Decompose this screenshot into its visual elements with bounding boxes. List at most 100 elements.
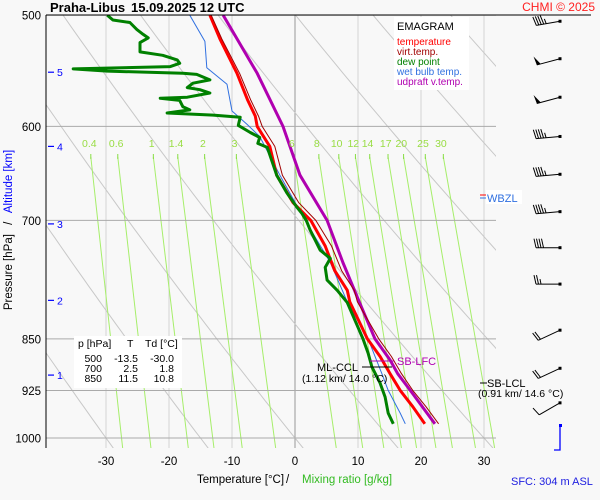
- dry-adiabat: [46, 103, 304, 448]
- pressure-tick-label: 850: [22, 334, 41, 346]
- wind-barb: [532, 366, 562, 379]
- pressure-tick-label: 1000: [15, 434, 41, 446]
- mixing-ratio-line: [354, 156, 402, 448]
- mixing-ratio-lines: [90, 154, 496, 448]
- mixing-ratio-label: 0.6: [109, 138, 124, 150]
- info-table: p [hPa] T Td [°C] 500 -13.5 -30.0 700 2.5 1.8 850…: [78, 338, 178, 385]
- mixing-ratio-label: 10: [331, 138, 343, 150]
- x-tick-label: 0: [292, 456, 298, 468]
- mixing-ratio-line: [90, 156, 124, 448]
- x-tick-label: -10: [224, 456, 241, 468]
- wind-barb: [532, 401, 562, 416]
- barb-staff: [536, 173, 561, 177]
- info-table-cell: 10.8: [154, 373, 175, 385]
- mixing-ratio-label: 6: [289, 138, 295, 150]
- barb-full: [537, 129, 542, 139]
- mixing-ratio-line: [338, 156, 385, 448]
- series-line-virt-temp: [210, 15, 440, 425]
- barb-full: [534, 331, 541, 340]
- info-table-cell: -30.0: [150, 353, 174, 365]
- barb-full: [538, 238, 542, 248]
- wbzl-label: WBZL: [487, 193, 518, 205]
- barb-staff: [538, 367, 561, 379]
- info-table-cell: 2.5: [123, 363, 138, 375]
- dry-adiabat: [62, 15, 399, 448]
- barb-full: [532, 204, 537, 214]
- info-table-header: T: [127, 338, 134, 350]
- pressure-label: Pressure [hPa]: [3, 234, 15, 310]
- info-table-header: p [hPa]: [78, 338, 111, 350]
- barb-staff: [536, 58, 561, 66]
- barb-station-dot: [558, 282, 562, 286]
- pressure-tick-label: 600: [22, 122, 41, 134]
- wind-barb: [532, 328, 562, 341]
- barb-full: [540, 204, 545, 214]
- sb-lcl-label: SB-LCL: [487, 378, 526, 390]
- legend-item: udpraft v.temp.: [397, 77, 463, 88]
- barb-staff: [536, 135, 561, 140]
- barb-full: [537, 15, 542, 25]
- dry-adiabat: [217, 15, 496, 350]
- barb-station-dot: [558, 246, 562, 250]
- info-table-cell: 700: [84, 363, 102, 375]
- mixing-ratio-line: [387, 156, 437, 448]
- barb-station-dot: [558, 172, 562, 176]
- info-table-cell: 1.8: [159, 363, 174, 375]
- barb-full: [537, 166, 542, 177]
- barb-full: [535, 167, 540, 177]
- altitude-label: Altitude [km]: [3, 150, 15, 213]
- barb-staff: [536, 211, 561, 215]
- station-title: Praha-Libus: [50, 0, 125, 15]
- surface-altitude: SFC: 304 m ASL: [511, 476, 593, 488]
- mixing-ratio-label: 0.4: [82, 138, 97, 150]
- wind-barb: [533, 274, 562, 286]
- barb-half: [543, 18, 547, 24]
- info-table-header: Td [°C]: [145, 338, 178, 350]
- mixing-ratio-label: 14: [362, 138, 374, 150]
- barb-staff: [538, 329, 561, 341]
- series-line-dew-point: [71, 15, 395, 425]
- barb-full: [532, 167, 537, 177]
- mixing-ratio-line: [177, 156, 215, 448]
- legend-box: [394, 17, 469, 90]
- wind-barb: [533, 95, 562, 104]
- dry-adiabat: [46, 351, 114, 448]
- barb-full: [537, 204, 542, 214]
- barb-full: [532, 370, 539, 379]
- mixing-ratio-label: 1.4: [169, 138, 184, 150]
- barb-full: [541, 238, 544, 248]
- mixing-ratio-label: 20: [395, 138, 407, 150]
- wind-barb: [532, 128, 562, 140]
- y-axis-label: Pressure [hPa] / Altitude [km]: [3, 150, 15, 310]
- barb-staff: [538, 402, 561, 416]
- x-tick-label: -30: [98, 456, 115, 468]
- mixing-ratio-line: [318, 156, 364, 448]
- barb-full: [540, 166, 545, 176]
- profile-series: [71, 15, 440, 425]
- pressure-tick-label: 700: [22, 216, 41, 228]
- barb-station-dot: [558, 134, 562, 138]
- sb-lfc-label: SB-LFC: [397, 356, 436, 368]
- series-line-wet-bulb-temp: [189, 15, 406, 425]
- ml-ccl-detail: (1.12 km/ 14.0 °C): [302, 373, 387, 385]
- x-label-temperature: Temperature [°C]: [197, 474, 284, 486]
- pressure-tick-label: 925: [22, 386, 41, 398]
- wind-barb: [532, 166, 562, 177]
- mixing-ratio-label: 25: [417, 138, 429, 150]
- legend-item: temperature: [397, 37, 451, 48]
- series-line-temperature: [208, 15, 427, 425]
- mixing-ratio-line: [424, 156, 476, 448]
- info-table-cell: 500: [84, 353, 102, 365]
- sb-lcl-detail: (0.91 km/ 14.6 °C): [478, 388, 563, 400]
- barb-station-dot: [558, 19, 562, 23]
- legend-item: wet bulb temp.: [396, 67, 462, 78]
- barb-station-dot: [558, 366, 562, 370]
- barb-full: [535, 204, 540, 214]
- dry-adiabat: [0, 0, 24, 456]
- wbzl-box: [486, 190, 522, 204]
- dry-adiabat: [294, 15, 496, 251]
- ml-ccl-label: ML-CCL: [317, 362, 358, 374]
- mixing-ratio-label: 12: [347, 138, 359, 150]
